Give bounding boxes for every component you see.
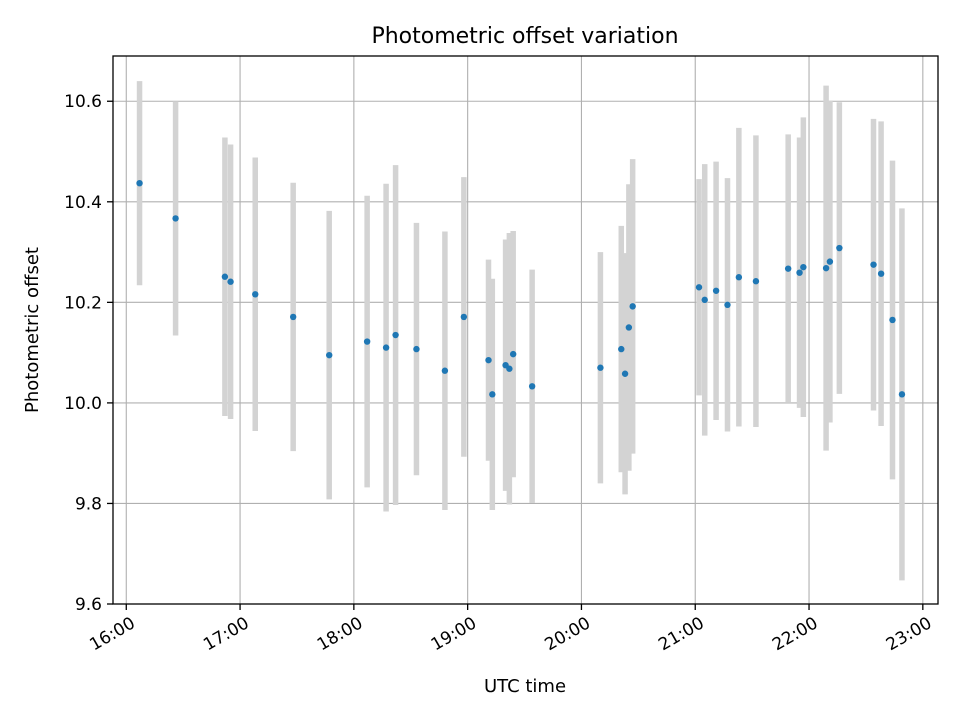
data-point (509, 350, 517, 358)
data-point (826, 258, 834, 265)
data-point (712, 287, 720, 294)
data-point (485, 356, 492, 364)
data-point (227, 278, 234, 285)
data-point (724, 301, 731, 309)
data-point (800, 263, 807, 271)
data-point (136, 179, 143, 187)
data-point (597, 364, 604, 371)
y-tick-label: 10.0 (64, 394, 102, 414)
data-point (701, 296, 708, 304)
y-tick-label: 10.2 (64, 293, 102, 313)
data-point (822, 264, 830, 272)
data-point (618, 345, 625, 353)
data-point (735, 274, 743, 281)
x-axis-label: UTC time (484, 676, 566, 697)
y-tick-label: 9.6 (75, 595, 102, 615)
point-layer (136, 179, 906, 398)
data-point (784, 265, 792, 272)
data-point (221, 273, 229, 280)
plot-frame (112, 55, 939, 605)
y-axis-label: Photometric offset (22, 247, 43, 413)
data-point (752, 278, 760, 285)
data-point (621, 370, 629, 377)
data-point (489, 391, 496, 398)
data-point (796, 269, 803, 276)
chart-title: Photometric offset variation (371, 24, 678, 49)
data-point (889, 316, 896, 324)
data-point (382, 344, 390, 351)
data-point (172, 215, 179, 222)
data-point (460, 313, 468, 321)
data-point (289, 313, 297, 321)
data-point (363, 338, 371, 345)
data-point (695, 284, 703, 291)
data-point (413, 345, 420, 353)
data-point (392, 331, 399, 339)
y-tick-label: 10.4 (64, 193, 102, 213)
data-point (898, 391, 906, 398)
y-tick-label: 9.8 (75, 494, 102, 514)
data-point (629, 303, 636, 310)
data-point (528, 383, 536, 390)
data-point (252, 291, 259, 298)
data-point (870, 261, 877, 268)
y-tick-label: 10.6 (64, 92, 102, 112)
data-point (506, 365, 513, 372)
data-point (836, 244, 843, 252)
data-point (877, 270, 885, 277)
data-point (326, 351, 333, 359)
data-point (441, 367, 449, 374)
data-point (625, 324, 633, 331)
